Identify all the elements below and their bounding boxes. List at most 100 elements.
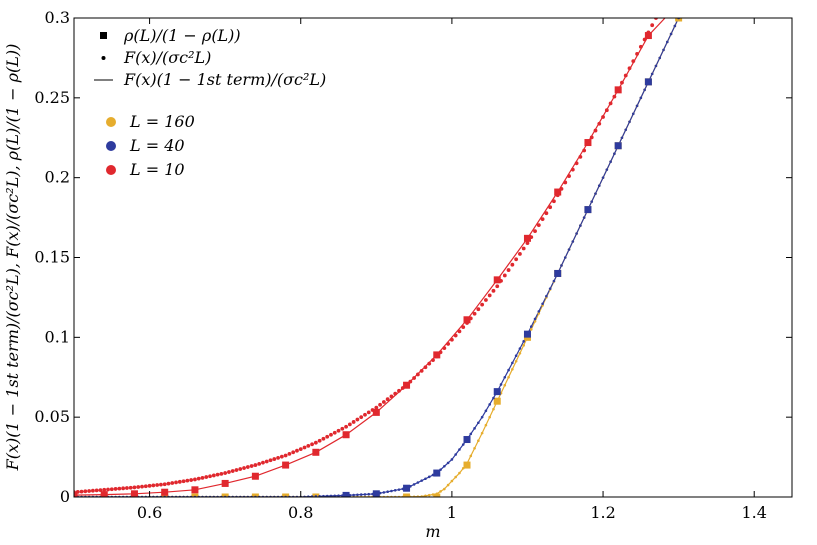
data-dot	[654, 64, 658, 68]
data-point-square	[463, 461, 471, 469]
data-point-square	[372, 408, 380, 416]
data-dot	[140, 484, 144, 489]
data-point-square	[584, 139, 592, 147]
data-point-square	[433, 493, 441, 497]
data-dot	[378, 402, 382, 407]
data-dot	[159, 482, 163, 487]
data-dot	[533, 229, 537, 234]
data-dot	[529, 325, 533, 328]
data-dot	[223, 471, 228, 475]
data-dot	[480, 302, 485, 307]
data-dot	[329, 432, 333, 437]
data-dot	[295, 448, 299, 453]
data-dot	[575, 232, 578, 235]
y-tick-label: 0.3	[45, 8, 70, 27]
data-dot	[613, 152, 616, 156]
data-dot	[511, 361, 514, 365]
data-dot	[457, 329, 462, 334]
data-point-square	[403, 493, 411, 497]
data-dot	[624, 128, 628, 132]
data-dot	[492, 407, 495, 411]
y-tick-label: 0	[60, 487, 70, 506]
data-dot	[431, 358, 435, 362]
data-dot	[385, 397, 390, 402]
data-dot	[117, 486, 122, 491]
data-dot	[658, 56, 662, 60]
y-tick-label: 0.2	[45, 168, 70, 187]
data-dot	[525, 241, 530, 246]
data-point-square	[523, 234, 531, 242]
legend-series-label: L = 160	[129, 112, 195, 131]
data-point-square	[433, 351, 441, 359]
data-dot	[458, 448, 461, 451]
data-dot	[397, 388, 401, 393]
data-dot	[574, 161, 579, 166]
data-point-square	[342, 491, 350, 497]
data-dot	[570, 167, 575, 172]
data-dot	[276, 455, 280, 460]
data-dot	[545, 294, 548, 298]
data-dot	[484, 298, 488, 302]
data-dot	[287, 451, 292, 456]
data-dot	[446, 483, 450, 487]
data-dot	[567, 174, 571, 178]
legend-color-dot	[106, 141, 116, 151]
data-dot	[571, 240, 575, 243]
data-dot	[424, 494, 427, 497]
data-dot	[298, 447, 303, 451]
data-dot	[548, 205, 553, 210]
data-dot	[514, 359, 518, 363]
data-dot	[185, 478, 190, 483]
data-dot	[533, 320, 537, 323]
data-point-square	[282, 493, 290, 497]
data-dot	[397, 488, 401, 491]
legend-color-dot	[106, 165, 116, 175]
data-dot	[506, 268, 511, 272]
data-dot	[170, 481, 175, 485]
data-dot	[386, 490, 389, 494]
data-point-square	[584, 206, 592, 214]
y-tick-label: 0.15	[34, 248, 70, 267]
data-dot	[234, 468, 239, 472]
data-point-square	[342, 431, 350, 439]
data-dot	[503, 375, 507, 379]
data-dot	[155, 483, 160, 487]
data-dot	[612, 94, 617, 99]
data-dot	[356, 493, 359, 497]
data-dot	[650, 72, 654, 76]
data-dot	[321, 436, 326, 441]
data-dot	[601, 115, 605, 119]
data-dot	[620, 136, 624, 140]
data-dot	[439, 490, 442, 493]
data-dot	[257, 461, 262, 466]
data-dot	[469, 432, 473, 436]
data-dot	[590, 200, 594, 203]
data-dot	[238, 467, 243, 471]
data-point-square	[100, 491, 108, 497]
legend-label: ρ(L)/(1 − ρ(L))	[123, 26, 241, 45]
data-point-square	[493, 388, 501, 396]
data-dot	[106, 487, 110, 492]
data-dot	[393, 391, 398, 396]
data-dot	[310, 442, 314, 447]
data-dot	[446, 342, 451, 346]
data-dot	[499, 383, 503, 386]
data-dot	[522, 344, 525, 347]
data-dot	[540, 217, 545, 222]
data-dot	[608, 101, 613, 106]
data-point-square	[493, 397, 501, 405]
data-dot	[537, 310, 541, 313]
data-dot	[253, 463, 258, 467]
data-dot	[665, 40, 669, 44]
data-dot	[582, 148, 587, 153]
data-point-square	[221, 493, 229, 497]
data-dot	[536, 223, 541, 228]
data-dot	[363, 412, 367, 417]
data-dot	[393, 489, 397, 492]
data-dot	[128, 485, 133, 490]
data-dot	[412, 483, 416, 486]
data-dot	[669, 32, 673, 36]
y-tick-label: 0.25	[34, 88, 70, 107]
data-dot	[484, 409, 488, 413]
